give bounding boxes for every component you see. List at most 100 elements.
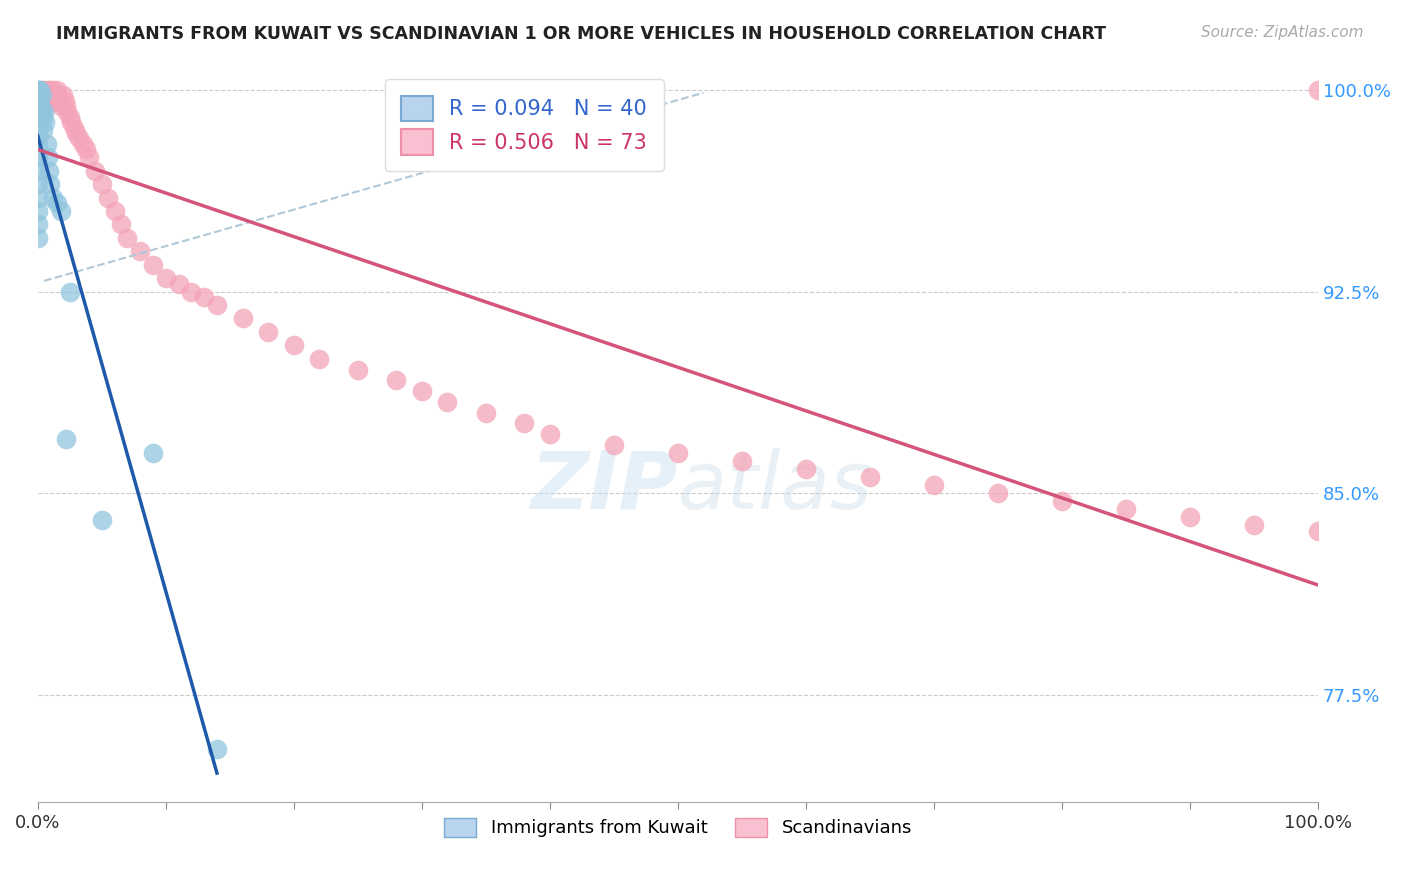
Point: [385, 373, 408, 387]
Point: [346, 362, 368, 376]
Point: [42, 190, 65, 204]
Point: [55, 99, 77, 113]
Point: [27, 218, 49, 232]
Point: [142, 258, 165, 272]
Point: [27, 88, 49, 103]
Point: [97, 190, 120, 204]
Point: [31, 123, 53, 137]
Point: [52, 88, 75, 103]
Point: [27, 190, 49, 204]
Point: [55, 433, 77, 447]
Point: [30, 83, 52, 97]
Point: [27, 204, 49, 219]
Point: [27, 115, 49, 129]
Point: [42, 83, 65, 97]
Point: [110, 218, 132, 232]
Point: [31, 110, 53, 124]
Point: [37, 94, 59, 108]
Text: atlas: atlas: [678, 448, 873, 525]
Point: [38, 96, 60, 111]
Point: [37, 83, 59, 97]
Point: [180, 285, 202, 299]
Point: [44, 88, 66, 103]
Point: [1308, 524, 1330, 538]
Point: [193, 290, 215, 304]
Point: [283, 338, 305, 352]
Point: [27, 94, 49, 108]
Point: [62, 120, 84, 135]
Point: [27, 104, 49, 119]
Point: [32, 91, 55, 105]
Point: [34, 115, 56, 129]
Point: [59, 115, 82, 129]
Point: [27, 88, 49, 103]
Point: [45, 83, 67, 97]
Point: [411, 384, 433, 398]
Point: [205, 298, 228, 312]
Point: [27, 99, 49, 113]
Point: [27, 128, 49, 143]
Point: [45, 195, 67, 210]
Point: [39, 83, 62, 97]
Point: [155, 271, 177, 285]
Point: [27, 150, 49, 164]
Point: [30, 91, 52, 105]
Point: [513, 417, 536, 431]
Point: [27, 110, 49, 124]
Point: [27, 163, 49, 178]
Point: [38, 163, 60, 178]
Point: [27, 177, 49, 191]
Point: [39, 177, 62, 191]
Point: [27, 104, 49, 119]
Point: [308, 351, 330, 366]
Point: [75, 142, 97, 156]
Point: [45, 94, 67, 108]
Point: [90, 513, 112, 527]
Point: [72, 136, 94, 151]
Point: [1115, 502, 1137, 516]
Point: [32, 104, 55, 119]
Point: [34, 88, 56, 103]
Point: [167, 277, 190, 291]
Point: [987, 486, 1010, 500]
Point: [794, 462, 817, 476]
Text: IMMIGRANTS FROM KUWAIT VS SCANDINAVIAN 1 OR MORE VEHICLES IN HOUSEHOLD CORRELATI: IMMIGRANTS FROM KUWAIT VS SCANDINAVIAN 1…: [56, 25, 1107, 43]
Point: [731, 454, 754, 468]
Point: [27, 136, 49, 151]
Point: [49, 204, 72, 219]
Point: [35, 136, 58, 151]
Legend: Immigrants from Kuwait, Scandinavians: Immigrants from Kuwait, Scandinavians: [437, 811, 920, 845]
Point: [666, 446, 689, 460]
Point: [59, 285, 82, 299]
Point: [603, 438, 626, 452]
Point: [27, 102, 49, 116]
Point: [46, 88, 69, 103]
Point: [475, 405, 498, 419]
Point: [129, 244, 152, 259]
Point: [859, 470, 882, 484]
Point: [41, 91, 63, 105]
Point: [1308, 83, 1330, 97]
Point: [49, 99, 72, 113]
Point: [1050, 494, 1073, 508]
Point: [77, 150, 100, 164]
Point: [32, 83, 55, 97]
Point: [67, 131, 90, 145]
Point: [31, 83, 53, 97]
Text: ZIP: ZIP: [530, 448, 678, 525]
Point: [1243, 518, 1265, 533]
Point: [31, 102, 53, 116]
Point: [31, 88, 53, 103]
Point: [27, 83, 49, 97]
Point: [90, 177, 112, 191]
Point: [27, 83, 49, 97]
Point: [35, 91, 58, 105]
Point: [232, 311, 254, 326]
Point: [84, 163, 107, 178]
Point: [922, 478, 945, 492]
Point: [538, 427, 561, 442]
Point: [205, 741, 228, 756]
Point: [27, 110, 49, 124]
Point: [53, 94, 76, 108]
Text: Source: ZipAtlas.com: Source: ZipAtlas.com: [1201, 25, 1364, 40]
